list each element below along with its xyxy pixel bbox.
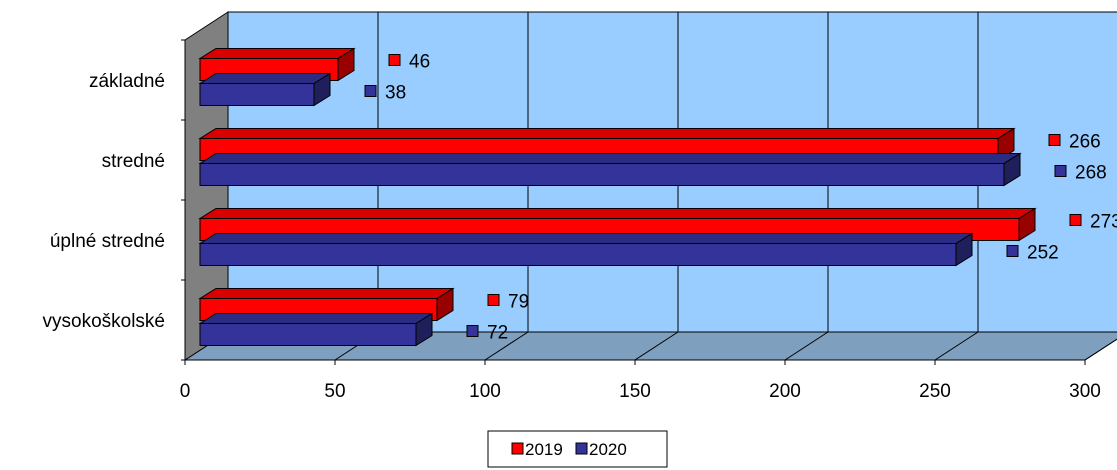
data-label: 72 — [487, 323, 508, 344]
bar-2020-2 — [198, 232, 974, 267]
bar-2020-3 — [198, 312, 434, 347]
data-label-key — [466, 325, 479, 337]
bar-side — [955, 232, 973, 267]
bar-top — [198, 73, 332, 84]
legend: 2019 2020 — [487, 430, 668, 468]
bar-side — [436, 287, 454, 322]
bar-2020-0 — [198, 72, 332, 107]
axes: základné stredné úplné stredné vysokoškolsk… — [43, 39, 1101, 402]
legend-label: 2019 — [525, 440, 563, 459]
bar-top — [198, 48, 356, 59]
x-tick-label: 150 — [619, 381, 651, 402]
bar-2020-1 — [198, 152, 1022, 187]
bar-top — [198, 153, 1022, 164]
legend-key — [511, 442, 524, 455]
legend-key — [575, 442, 588, 455]
data-label: 268 — [1075, 163, 1107, 184]
data-label-key — [1006, 245, 1019, 257]
floor-gridline — [484, 331, 529, 361]
data-label: 38 — [385, 83, 406, 104]
bar-side — [337, 47, 355, 82]
floor-gridline — [1084, 338, 1117, 361]
data-label-key — [1048, 134, 1061, 146]
bar-side — [313, 72, 331, 107]
x-tick-label: 0 — [180, 381, 191, 402]
bar-front — [199, 83, 315, 106]
bar-front — [199, 323, 417, 346]
bar-top — [198, 288, 455, 299]
bar-top — [198, 128, 1016, 139]
bar-side — [1003, 152, 1021, 187]
bar-side — [1018, 207, 1036, 242]
bar-top — [198, 233, 974, 244]
data-label-key — [487, 294, 500, 306]
category-label: základné — [89, 71, 165, 92]
data-label: 46 — [409, 52, 430, 73]
bars — [198, 47, 1037, 347]
category-label: vysokoškolské — [43, 311, 166, 332]
data-label: 273 — [1090, 212, 1117, 233]
x-tick-label: 300 — [1069, 381, 1101, 402]
bar-top — [198, 313, 434, 324]
data-label-key — [388, 54, 401, 66]
x-tick-label: 200 — [769, 381, 801, 402]
floor-gridline — [784, 331, 829, 361]
x-tick-label: 50 — [324, 381, 345, 402]
floor-gridline — [634, 331, 679, 361]
bar-top — [198, 208, 1037, 219]
data-label: 266 — [1069, 132, 1101, 153]
bar-front — [199, 163, 1005, 186]
data-label-key — [1054, 165, 1067, 177]
data-label: 252 — [1027, 243, 1059, 264]
category-label: úplné stredné — [50, 231, 165, 252]
floor-gridline — [934, 331, 979, 361]
data-label-key — [364, 85, 377, 97]
bar-side — [415, 312, 433, 347]
x-tick-label: 250 — [919, 381, 951, 402]
bar-front — [199, 243, 957, 266]
data-label-key — [1069, 214, 1082, 226]
x-tick-label: 100 — [469, 381, 501, 402]
legend-label: 2020 — [589, 440, 627, 459]
category-label: stredné — [102, 151, 165, 172]
data-label: 79 — [508, 292, 529, 313]
